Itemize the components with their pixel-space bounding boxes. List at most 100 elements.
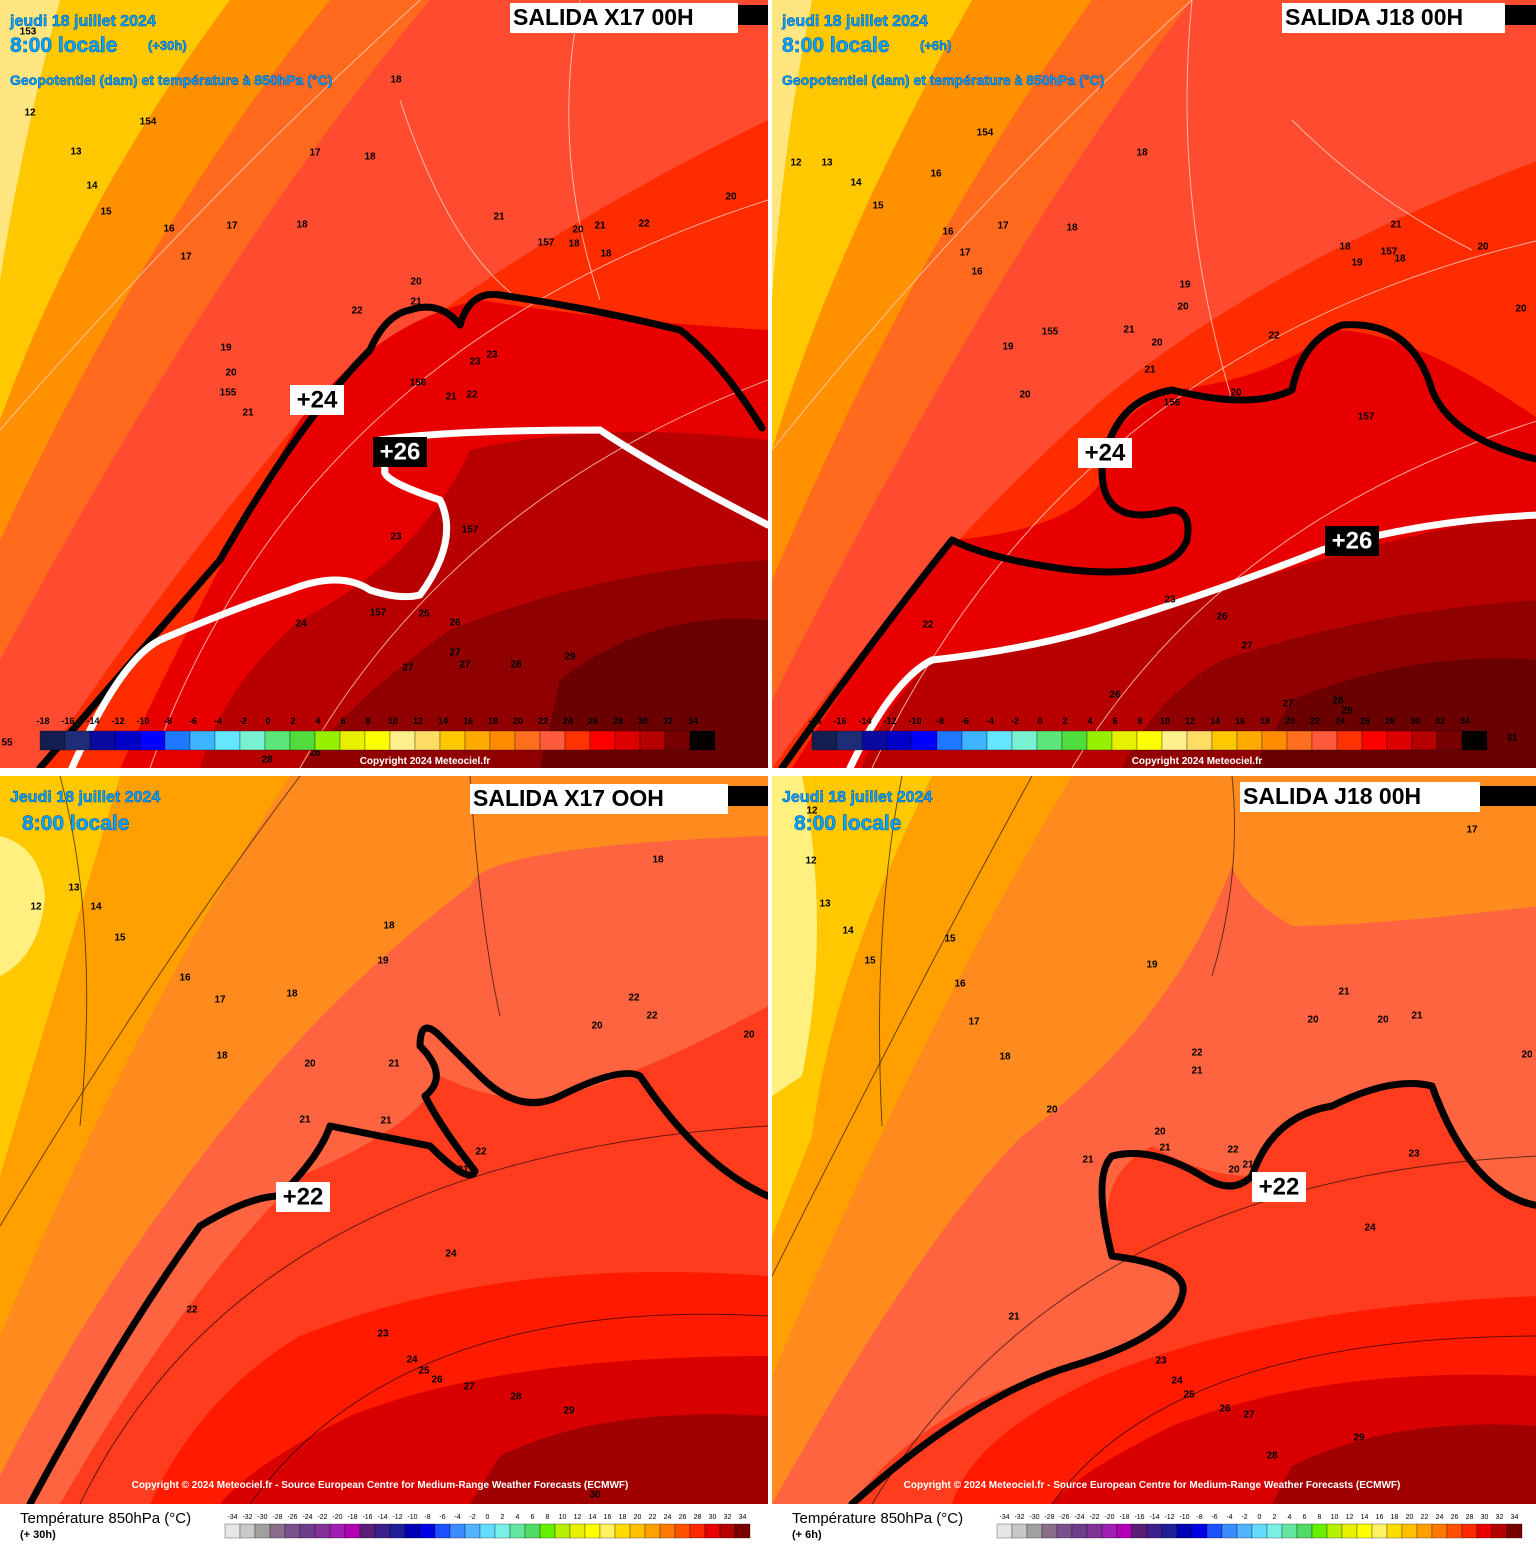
legend-title: Température 850hPa (°C) [20,1510,191,1527]
run-label: SALIDA X17 00H [513,4,694,30]
scale-swatch [239,730,266,751]
legend-tick-label: 8 [1318,1514,1322,1521]
contour-label: 29 [564,652,576,663]
legend-swatch [1041,1523,1058,1539]
legend-swatch [599,1523,616,1539]
contour-label: 21 [1338,987,1350,998]
legend-swatch [734,1523,751,1539]
legend-swatch [1296,1523,1313,1539]
legend-tick-label: -6 [439,1514,445,1521]
isotherm-thick [68,426,768,768]
scale-swatch [1111,730,1138,751]
contour-label: 21 [594,221,606,232]
contour-label: 25 [1183,1390,1195,1401]
scale-swatch [1211,730,1238,751]
contour-label: 20 [1521,1050,1533,1061]
contour-label: 21 [410,297,422,308]
contour-label: 12 [30,902,42,913]
scale-tick-label: 4 [315,716,320,726]
scale-tick-label: 12 [1185,716,1195,726]
scale-tick-label: 34 [688,716,698,726]
contour-label: 13 [68,883,80,894]
run-box [1282,3,1505,33]
scale-tick-label: 6 [1112,716,1117,726]
contour-label: 16 [930,169,942,180]
geopotential-contour [1186,0,1233,401]
copyright: Copyright © 2024 Meteociel.fr - Source E… [904,1480,1401,1491]
isotherm-label-box [1252,1172,1306,1202]
contour-label: 22 [1227,1145,1239,1156]
scale-tick-label: 26 [588,716,598,726]
scale-swatch [264,730,291,751]
isotherm-contour [79,1125,768,1504]
scale-swatch [214,730,241,751]
scale-swatch [1386,730,1413,751]
legend-tick-label: 14 [589,1514,597,1521]
contour-label: 13 [819,899,831,910]
contour-label: 18 [600,249,612,260]
contour-label: 13 [821,158,833,169]
legend-swatch [464,1523,481,1539]
legend-tick-label: 4 [1288,1514,1292,1521]
scale-tick-label: 24 [1335,716,1345,726]
scale-tick-label: 18 [1260,716,1270,726]
scale-swatch [164,730,191,751]
copyright: Copyright © 2024 Meteociel.fr - Source E… [132,1480,629,1491]
contour-label: 27 [449,648,461,659]
legend-tick-label: -20 [332,1514,342,1521]
scale-swatch [1361,730,1388,751]
contour-label: 31 [1506,733,1518,744]
isotherm-contour [1211,776,1235,977]
legend-tick-label: 20 [1406,1514,1414,1521]
legend-tick-label: -26 [1059,1514,1069,1521]
scale-swatch [986,730,1013,751]
legend-swatch [1101,1523,1118,1539]
scale-tick-label: 0 [265,716,270,726]
scale-swatch [389,730,416,751]
legend-swatch [1416,1523,1433,1539]
contour-label: 26 [1216,612,1228,623]
legend-swatch [659,1523,676,1539]
legend-swatch [1191,1523,1208,1539]
legend-swatch [1236,1523,1253,1539]
contour-label: 27 [459,660,471,671]
legend-tick-label: 28 [1466,1514,1474,1521]
legend-tick-label: -2 [1241,1514,1247,1521]
scale-swatch [911,730,938,751]
legend-swatch [554,1523,571,1539]
contour-label: 19 [377,956,389,967]
contour-label: 17 [309,148,321,159]
legend-swatch [1386,1523,1403,1539]
contour-label: 22 [1268,331,1280,342]
legend-swatch [434,1523,451,1539]
contour-label: 155 [1042,327,1059,338]
legend-tick-label: 22 [1421,1514,1429,1521]
legend-swatch [1161,1523,1178,1539]
contour-label: 19 [220,343,232,354]
contour-label: 19 [1179,280,1191,291]
contour-label: 17 [214,995,226,1006]
legend-swatch [1086,1523,1103,1539]
scale-swatch [464,730,491,751]
scale-swatch [1311,730,1338,751]
contour-label: 22 [1191,1048,1203,1059]
legend-swatch [1326,1523,1343,1539]
contour-label: 26 [1219,1404,1231,1415]
isotherm-label-box [373,437,427,467]
legend-swatch [1071,1523,1088,1539]
contour-label: 22 [628,993,640,1004]
temperature-band [540,618,768,768]
contour-label: 15 [944,934,956,945]
run-box [510,3,738,33]
contour-label: 24 [295,619,307,630]
contour-label: 14 [90,902,102,913]
legend-swatch [1491,1523,1508,1539]
header-date: jeudi 18 juillet 2024 [781,13,928,30]
scale-swatch [1411,730,1438,751]
scale-swatch [514,730,541,751]
scale-swatch [1061,730,1088,751]
header-time: 8:00 locale [22,812,129,835]
contour-label: 24 [1364,1223,1376,1234]
contour-label: 16 [163,224,175,235]
contour-label: 22 [466,390,478,401]
